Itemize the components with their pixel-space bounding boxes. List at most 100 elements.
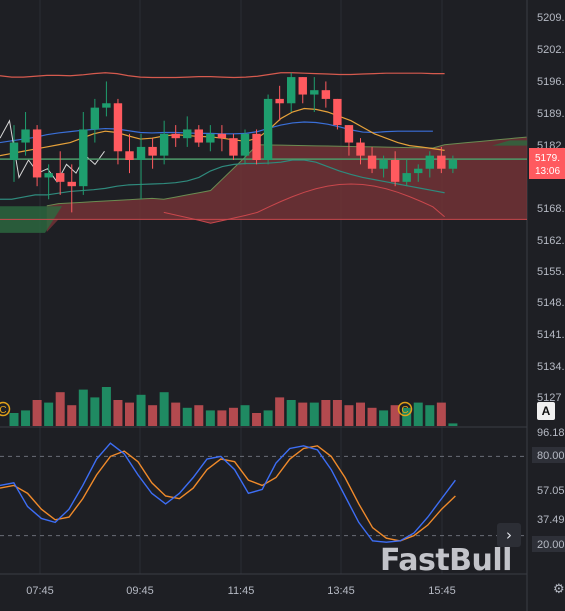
candle-body <box>102 103 111 108</box>
volume-bar <box>309 402 319 426</box>
volume-bar <box>344 405 354 426</box>
volume-bar <box>90 397 100 426</box>
cloud-bearish <box>46 137 528 232</box>
event-marker-label: C <box>0 405 7 416</box>
candle-body <box>183 129 192 139</box>
price-tick-label: 5155. <box>537 266 565 278</box>
chart-grid <box>0 0 528 611</box>
candle-body <box>194 129 203 143</box>
volume-bar <box>159 392 169 426</box>
volume-bar <box>332 400 342 426</box>
candle-body <box>56 173 65 182</box>
volume-bar <box>379 410 389 426</box>
volume-bar <box>67 405 77 426</box>
stoch-tick-label: 37.49 <box>537 514 565 526</box>
volume-bar <box>113 400 123 426</box>
candle-body <box>113 103 123 152</box>
candle-body <box>414 168 423 174</box>
candle-body <box>90 107 100 130</box>
candle-body <box>229 138 238 156</box>
volume-bar <box>32 400 42 426</box>
bb-lower-line <box>0 159 445 200</box>
candle-body <box>21 129 30 143</box>
candle-body <box>356 142 365 156</box>
candle-body <box>287 77 296 104</box>
candle-body <box>217 133 227 139</box>
price-tick-label: 5127 <box>537 392 561 404</box>
candle-body <box>9 142 19 160</box>
volume-bar <box>240 405 250 426</box>
volume-bar <box>413 402 423 426</box>
price-tick-label: 5141. <box>537 329 565 341</box>
fastbull-watermark: FastBull <box>380 543 512 578</box>
candle-body <box>321 90 331 99</box>
candlestick-series <box>9 72 458 213</box>
stoch-k-line <box>0 442 456 543</box>
cloud-span-a <box>46 136 527 207</box>
volume-bar <box>194 405 204 426</box>
candle-body <box>390 160 400 182</box>
price-tick-label: 5202. <box>537 44 565 56</box>
volume-bar <box>136 394 146 426</box>
candle-body <box>79 129 88 187</box>
volume-bar <box>275 397 285 426</box>
candle-body <box>206 133 215 143</box>
volume-bar <box>217 410 227 426</box>
price-tick-label: 5168. <box>537 203 565 215</box>
cloud-bullish-right <box>455 140 527 146</box>
auto-scale-button[interactable]: A <box>537 402 555 420</box>
volume-bar <box>402 407 412 426</box>
cloud-lower-edge <box>163 183 445 224</box>
last-price-badge: 5179. 13:06 <box>529 148 565 179</box>
volume-bar <box>425 405 435 426</box>
bb-upper-line <box>0 72 445 79</box>
last-price-timer: 13:06 <box>535 166 560 177</box>
time-axis: 07:45 09:45 11:45 13:45 15:45 <box>26 585 456 597</box>
stoch-level-badge <box>532 447 565 463</box>
settings-button[interactable]: ⚙ <box>553 582 565 597</box>
stoch-tick-label: 57.05 <box>537 485 565 497</box>
candle-body <box>159 133 169 156</box>
time-tick-label: 15:45 <box>428 585 456 597</box>
volume-bar <box>321 400 331 426</box>
volume-bar <box>125 402 134 426</box>
price-tick-label: 5162. <box>537 235 565 247</box>
candle-body <box>298 77 307 95</box>
candle-body <box>67 181 76 187</box>
candle-body <box>32 129 42 178</box>
volume-bar <box>263 410 273 426</box>
stoch-level-badge <box>532 536 565 552</box>
candle-body <box>448 160 458 169</box>
stoch-tick-label: 20.00 <box>537 539 565 551</box>
price-tick-label: 5189. <box>537 108 565 120</box>
candle-body <box>402 173 411 182</box>
volume-bar <box>252 413 262 426</box>
price-tick-label: 5196. <box>537 76 565 88</box>
scroll-right-button[interactable]: › <box>497 523 521 547</box>
candle-body <box>240 133 250 156</box>
price-axis: 5209.5202.5196.5189.5182.5168.5162.5155.… <box>532 12 565 552</box>
candle-body <box>125 151 134 160</box>
candle-body <box>263 98 273 160</box>
volume-bars <box>9 387 458 426</box>
volume-bar <box>448 423 458 426</box>
volume-bar <box>356 402 365 426</box>
last-price-value: 5179. <box>535 153 560 164</box>
bb-middle-line <box>0 121 433 144</box>
time-tick-label: 13:45 <box>327 585 355 597</box>
event-marker-icon <box>0 401 11 417</box>
volume-bar <box>205 410 215 426</box>
volume-bar <box>78 389 88 426</box>
price-tick-label: 5209. <box>537 12 565 24</box>
ichimoku-cloud <box>0 136 528 233</box>
volume-bar <box>148 405 158 426</box>
candle-body <box>344 125 354 143</box>
time-tick-label: 09:45 <box>126 585 154 597</box>
volume-bar <box>390 405 400 426</box>
stoch-tick-label: 80.00 <box>537 450 565 462</box>
volume-bar <box>182 407 192 426</box>
volume-bar <box>286 400 296 426</box>
candle-body <box>379 160 388 169</box>
time-tick-label: 11:45 <box>228 585 255 597</box>
